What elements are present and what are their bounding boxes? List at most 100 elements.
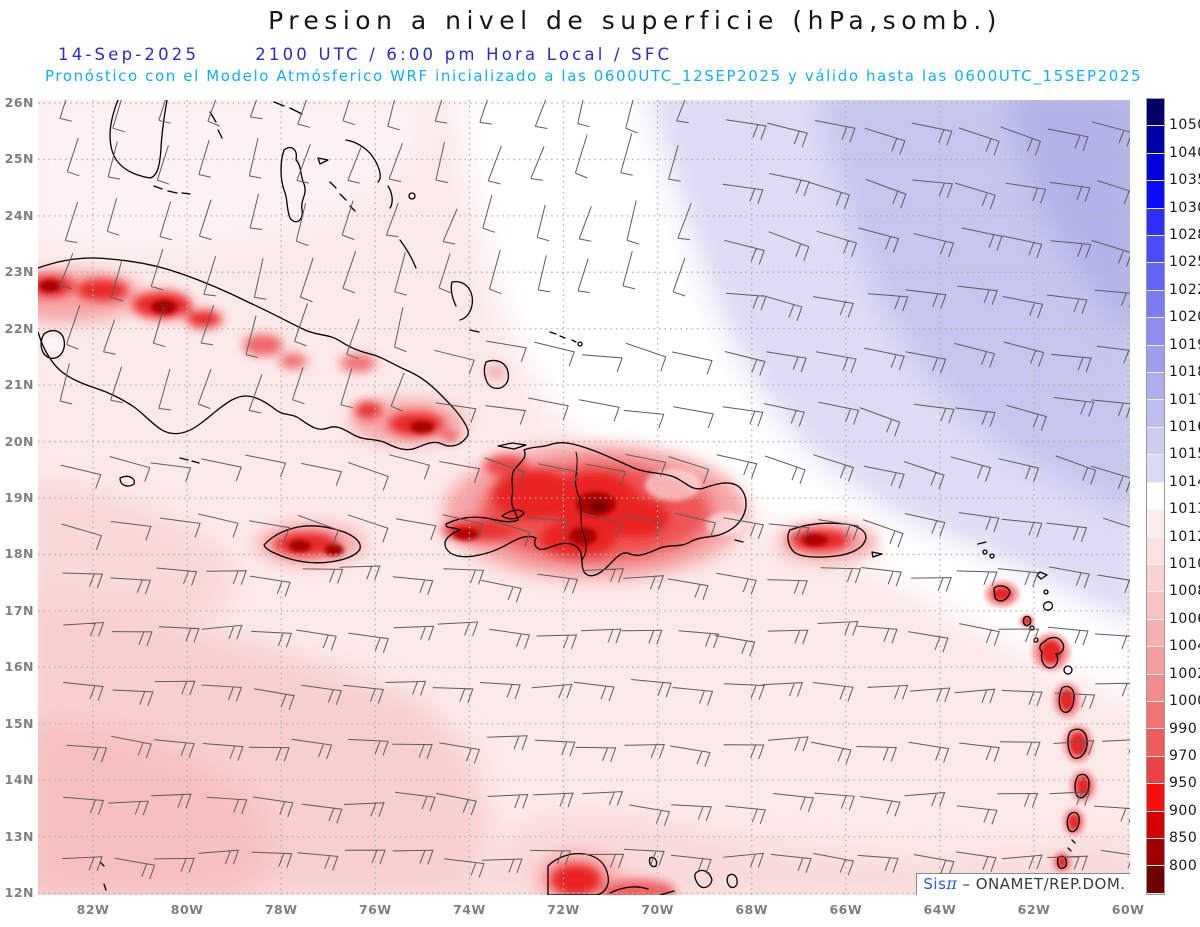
coast-montserrat <box>1033 637 1039 643</box>
colorbar-tick-label: 950 <box>1169 775 1198 792</box>
lat-tick-label: 24N <box>4 207 34 223</box>
colorbar-segment <box>1147 208 1164 237</box>
lon-tick-label: 60W <box>1111 902 1145 917</box>
colorbar-segment <box>1147 564 1164 593</box>
lat-tick-label: 19N <box>4 490 34 505</box>
lat-tick-label: 23N <box>4 264 34 280</box>
colorbar-segment <box>1147 345 1164 374</box>
lon-tick-label: 80W <box>170 902 204 917</box>
colorbar-segment <box>1147 290 1164 319</box>
coast-saona <box>734 539 744 543</box>
colorbar-tick-label: 1014 <box>1169 473 1200 490</box>
lat-tick-label: 16N <box>4 659 34 675</box>
colorbar-tick-label: 1006 <box>1169 610 1200 627</box>
lon-tick-label: 68W <box>735 902 769 917</box>
colorbar-tick-label: 1020 <box>1169 309 1200 326</box>
lat-tick-label: 20N <box>4 433 34 449</box>
colorbar-tick-label: 1025 <box>1169 254 1200 271</box>
colorbar-segment <box>1147 400 1164 428</box>
coast-st-martin <box>1036 571 1048 580</box>
coast-turks <box>577 341 583 347</box>
colorbar-segment <box>1147 126 1164 154</box>
colorbar-tick-label: 850 <box>1169 830 1198 847</box>
colorbar-tick-label: 1040 <box>1169 144 1200 161</box>
colorbar-segment <box>1147 537 1164 565</box>
colorbar-tick-label: 900 <box>1169 802 1198 819</box>
colorbar-tick-label: 1018 <box>1169 364 1200 381</box>
coast-florida <box>109 100 168 179</box>
coast-gonave <box>501 509 525 520</box>
datetime-line: 14-Sep-2025 2100 UTC / 6:00 pm Hora Loca… <box>58 45 672 64</box>
colorbar-segment <box>1147 455 1164 483</box>
lat-tick-label: 26N <box>4 95 34 110</box>
colorbar-segment <box>1147 427 1164 456</box>
coast-st-lucia <box>1074 773 1090 799</box>
coast-tortuga <box>497 442 527 450</box>
coast-grenadines <box>1067 839 1076 852</box>
colorbar-segment <box>1147 701 1164 730</box>
lat-tick-label: 13N <box>4 828 34 844</box>
colorbar-segment <box>1147 510 1164 538</box>
attribution-org: – ONAMET/REP.DOM. <box>962 875 1126 893</box>
colorbar-segment <box>1147 729 1164 757</box>
lon-tick-label: 74W <box>453 902 486 917</box>
colorbar-segment <box>1147 153 1164 182</box>
colorbar-segment <box>1147 784 1164 812</box>
colorbar-tick-label: 1030 <box>1169 199 1200 216</box>
lon-tick-label: 66W <box>829 902 863 917</box>
lat-tick-label: 25N <box>4 151 34 167</box>
coast-guadeloupe <box>1039 636 1065 669</box>
coast-islets-sw <box>99 861 107 891</box>
coast-virgin-2 <box>989 553 995 559</box>
coast-st-vincent <box>1066 811 1080 833</box>
sis-logo: Sisπ <box>923 874 958 893</box>
colorbar-segment <box>1147 811 1164 839</box>
coast-virgin-islands <box>977 541 987 545</box>
lat-tick-label: 18N <box>4 546 34 562</box>
coast-curacao <box>694 869 713 889</box>
coast-vieques <box>871 551 883 558</box>
colorbar-segment <box>1147 318 1164 346</box>
colorbar-tick-label: 1000 <box>1169 693 1200 710</box>
colorbar-segment <box>1147 619 1164 648</box>
colorbar-segment <box>1147 866 1164 894</box>
colorbar-segment <box>1147 756 1164 785</box>
coast-turks-caicos <box>549 331 577 343</box>
colorbar-tick-label: 1002 <box>1169 665 1200 682</box>
colorbar-segment <box>1147 674 1164 702</box>
lat-tick-label: 17N <box>4 602 34 618</box>
lat-tick-label: 15N <box>4 715 34 731</box>
pressure-colorbar <box>1146 98 1165 895</box>
lat-tick-label: 21N <box>4 377 34 393</box>
colorbar-tick-label: 970 <box>1169 747 1198 764</box>
colorbar-segment <box>1147 373 1164 401</box>
lat-tick-label: 14N <box>4 772 34 788</box>
coast-florida-keys <box>153 101 303 195</box>
colorbar-tick-label: 1004 <box>1169 638 1200 655</box>
lon-tick-label: 82W <box>76 902 110 917</box>
coast-cuba <box>38 257 469 451</box>
coast-bahamas <box>317 139 480 333</box>
coast-caymans <box>119 457 200 487</box>
pressure-shading-layers <box>38 100 1130 895</box>
colorbar-tick-label: 1035 <box>1169 172 1200 189</box>
coast-bonaire <box>726 873 738 889</box>
colorbar-tick-label: 1008 <box>1169 583 1200 600</box>
colorbar-segment <box>1147 236 1164 264</box>
colorbar-segment <box>1147 647 1164 675</box>
coast-paraguana <box>547 852 610 895</box>
colorbar-tick-label: 1016 <box>1169 418 1200 435</box>
attribution-badge: Sisπ – ONAMET/REP.DOM. <box>916 873 1130 895</box>
coast-barbuda <box>1043 589 1049 595</box>
colorbar-segment <box>1147 99 1164 127</box>
lon-tick-label: 72W <box>547 902 580 917</box>
colorbar-tick-label: 1013 <box>1169 501 1200 518</box>
coast-venezuela <box>609 886 675 895</box>
coast-great-inagua <box>483 359 510 389</box>
lon-tick-label: 76W <box>358 902 392 917</box>
coast-andros <box>280 146 306 223</box>
pressure-map: Sisπ – ONAMET/REP.DOM. <box>38 100 1130 895</box>
colorbar-tick-label: 1019 <box>1169 336 1200 353</box>
colorbar-tick-label: 1050 <box>1169 117 1200 134</box>
